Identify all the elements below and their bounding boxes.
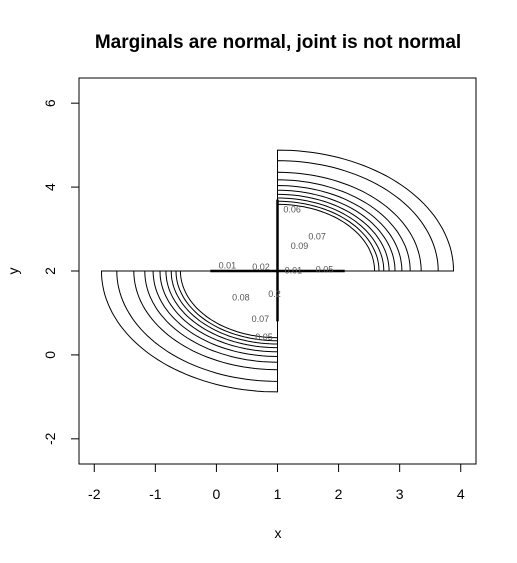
contour-label: 0.07 bbox=[252, 314, 270, 324]
x-tick-label: 4 bbox=[457, 486, 465, 502]
contour-label: 0.08 bbox=[232, 292, 250, 302]
contour-line bbox=[277, 193, 390, 272]
y-tick-label: 4 bbox=[42, 183, 58, 191]
contour-line bbox=[116, 270, 278, 382]
contour-label: 0.07 bbox=[308, 232, 326, 242]
y-axis-label: y bbox=[5, 268, 21, 275]
x-tick-label: -1 bbox=[149, 486, 162, 502]
contour-line bbox=[152, 270, 278, 358]
contour-label: 0.05 bbox=[255, 332, 273, 342]
contour-label: 0.2 bbox=[268, 289, 281, 299]
contour-line bbox=[175, 270, 278, 342]
y-tick-label: -2 bbox=[42, 432, 58, 445]
x-tick-label: 0 bbox=[213, 486, 221, 502]
contour-line bbox=[277, 200, 380, 272]
contour-line bbox=[179, 270, 278, 339]
contour-label: 0.01 bbox=[219, 260, 237, 270]
contour-lines bbox=[100, 149, 455, 393]
x-axis: -2 -1 0 1 2 3 4 bbox=[88, 463, 465, 502]
y-axis: -2 0 2 4 6 bbox=[42, 99, 80, 445]
contour-label: 0.06 bbox=[283, 204, 301, 214]
contour-label: 0.05 bbox=[316, 265, 334, 275]
contour-line bbox=[144, 270, 278, 363]
x-axis-label: x bbox=[275, 525, 282, 541]
contour-line bbox=[277, 171, 422, 272]
x-tick-label: 2 bbox=[335, 486, 343, 502]
contour-line bbox=[170, 270, 278, 345]
contour-labels: 0.060.070.090.01 0.02 0.01 0.050.080.070.05… bbox=[219, 204, 334, 342]
y-tick-label: 2 bbox=[42, 267, 58, 275]
contour-line bbox=[165, 270, 278, 349]
contour-line bbox=[277, 197, 385, 272]
contour-label: 0.09 bbox=[291, 241, 309, 251]
contour-line bbox=[159, 270, 278, 353]
x-tick-label: 1 bbox=[274, 486, 282, 502]
contour-line bbox=[133, 270, 278, 371]
contour-line bbox=[277, 189, 396, 272]
chart-title: Marginals are normal, joint is not norma… bbox=[95, 32, 461, 53]
contour-label: 0.01 bbox=[285, 266, 303, 276]
contour-line bbox=[100, 270, 278, 393]
contour-line bbox=[277, 184, 403, 272]
contour-line bbox=[277, 203, 376, 272]
contour-label: 0.02 bbox=[252, 262, 270, 272]
x-tick-label: -2 bbox=[88, 486, 101, 502]
contour-line bbox=[277, 160, 439, 272]
contour-line bbox=[277, 179, 411, 272]
x-tick-label: 3 bbox=[396, 486, 404, 502]
y-tick-label: 0 bbox=[42, 351, 58, 359]
y-tick-label: 6 bbox=[42, 99, 58, 107]
contour-line bbox=[277, 149, 455, 272]
